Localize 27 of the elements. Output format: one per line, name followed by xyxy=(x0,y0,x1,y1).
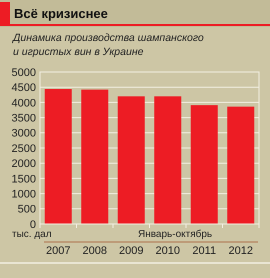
x-tick-label: 2008 xyxy=(82,245,107,257)
bar xyxy=(227,106,254,224)
chart-title: Всё кризиснее xyxy=(14,6,108,21)
y-axis-title: тыс. дал xyxy=(12,229,52,240)
x-tick-label: 2010 xyxy=(156,245,180,257)
text: Январь-октябрь xyxy=(138,229,212,240)
y-tick-label: 1500 xyxy=(12,173,36,186)
bar xyxy=(81,90,108,224)
bar xyxy=(190,105,218,224)
x-tick-label: 2009 xyxy=(119,245,144,257)
y-tick-label: 4500 xyxy=(12,82,36,94)
chart-subtitle: Динамика производства шампанского и игристых вин в Украине xyxy=(12,32,204,58)
y-tick-label: 500 xyxy=(18,204,36,216)
y-tick-label: 3000 xyxy=(12,128,36,140)
y-tick-label: 2000 xyxy=(12,158,36,170)
y-tick-label: 3500 xyxy=(12,112,36,124)
y-tick-label: 5000 xyxy=(12,66,36,79)
x-tick-label: 2011 xyxy=(192,245,216,257)
y-tick-label: 4000 xyxy=(12,97,36,110)
y-tick-label: 2500 xyxy=(12,142,36,155)
y-tick-label: 1000 xyxy=(12,188,36,200)
bar xyxy=(44,89,72,224)
y-tick-label: 0 xyxy=(30,218,36,231)
bar xyxy=(118,96,145,224)
bar xyxy=(154,96,182,224)
x-tick-label: 2012 xyxy=(228,245,253,257)
x-tick-label: 2007 xyxy=(46,245,70,257)
